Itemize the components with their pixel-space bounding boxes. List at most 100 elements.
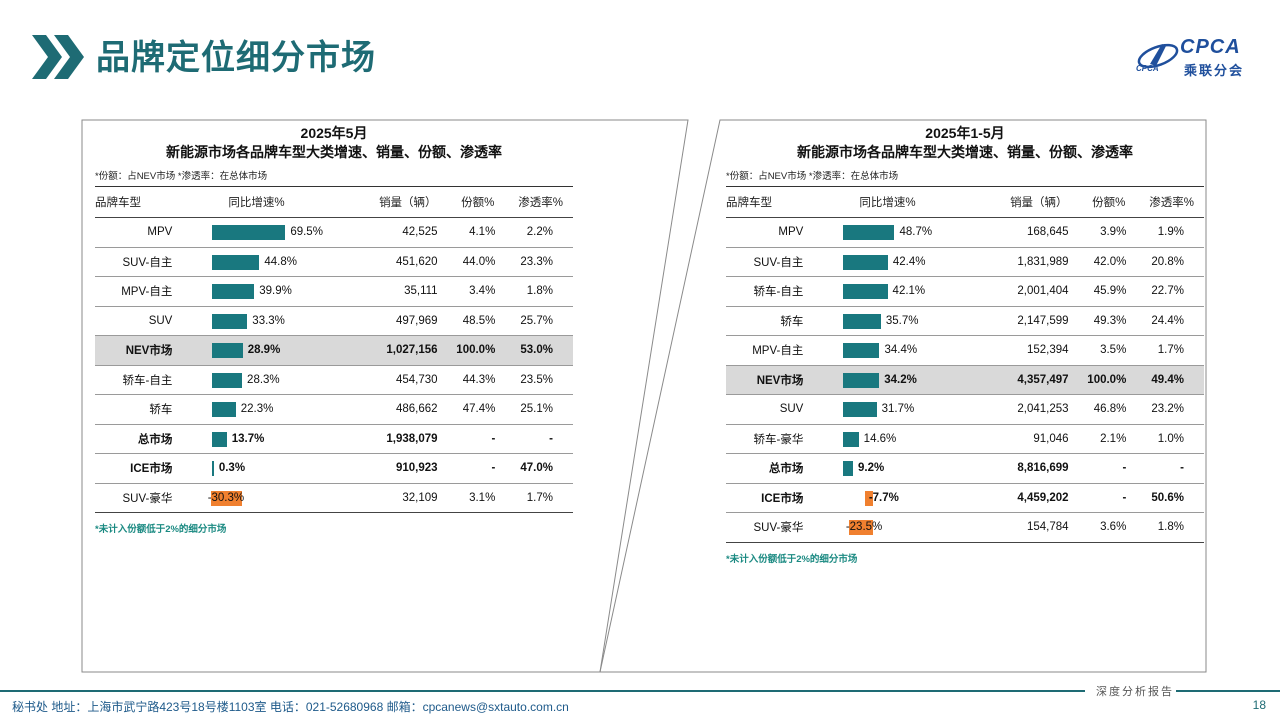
share-value: - bbox=[437, 453, 496, 484]
volume-value: 8,816,699 bbox=[988, 453, 1069, 484]
growth-bar bbox=[843, 313, 881, 329]
segment-name: 轿车 bbox=[95, 394, 189, 425]
growth-label: 35.7% bbox=[885, 314, 919, 327]
volume-value: 168,645 bbox=[988, 217, 1069, 248]
table-row: SUV 33.3% 497,969 48.5% 25.7% bbox=[95, 306, 573, 336]
growth-label: -23.5% bbox=[845, 521, 883, 534]
growth-label: 33.3% bbox=[252, 314, 285, 327]
volume-value: 4,357,497 bbox=[988, 365, 1069, 395]
share-value: 44.3% bbox=[437, 365, 496, 395]
growth-bar bbox=[843, 431, 859, 447]
volume-value: 497,969 bbox=[357, 306, 438, 336]
footnote: *未计入份额低于2%的细分市场 bbox=[95, 524, 227, 535]
penetration-value: - bbox=[495, 424, 573, 454]
growth-bar bbox=[212, 225, 286, 241]
growth-label: -30.3% bbox=[207, 491, 245, 504]
table-header-row: 品牌车型 同比增速% 销量（辆） 份额% 渗透率% bbox=[95, 186, 573, 218]
growth-bar bbox=[843, 225, 895, 241]
share-value: 3.1% bbox=[437, 483, 496, 513]
share-value: 3.4% bbox=[437, 276, 496, 307]
page-title: 品牌定位细分市场 bbox=[96, 39, 376, 77]
share-value: 45.9% bbox=[1068, 276, 1127, 307]
growth-bar bbox=[212, 461, 214, 477]
panel-title-period: 2025年1-5月 bbox=[925, 125, 1005, 141]
header-volume: 销量（辆） bbox=[357, 186, 438, 218]
table-body: MPV 48.7% 168,645 3.9% 1.9% SUV-自主 42.4% 1,831,… bbox=[726, 217, 1204, 543]
growth-label: -7.7% bbox=[868, 491, 899, 504]
footer-report-tag: 深度分析报告 bbox=[1096, 685, 1174, 698]
volume-value: 91,046 bbox=[988, 424, 1069, 454]
table-row: NEV市场 28.9% 1,027,156 100.0% 53.0% bbox=[95, 335, 573, 366]
logo-subtitle: 乘联分会 bbox=[1184, 63, 1245, 78]
table-row: SUV-豪华 -23.5% 154,784 3.6% 1.8% bbox=[726, 512, 1204, 543]
penetration-value: - bbox=[1126, 453, 1204, 484]
penetration-value: 23.3% bbox=[495, 247, 573, 277]
share-value: 47.4% bbox=[437, 394, 496, 425]
penetration-value: 1.8% bbox=[1126, 512, 1204, 543]
growth-cell: 31.7% bbox=[819, 394, 989, 425]
segment-name: SUV-自主 bbox=[95, 247, 189, 277]
cpca-logo: CPCA CPCA 乘联分会 bbox=[1136, 36, 1246, 80]
panel-note: *份额：占NEV市场 *渗透率：在总体市场 bbox=[95, 171, 268, 182]
volume-value: 1,027,156 bbox=[357, 335, 438, 366]
table-row: 轿车-自主 28.3% 454,730 44.3% 23.5% bbox=[95, 365, 573, 395]
growth-label: 34.4% bbox=[884, 344, 918, 357]
growth-cell: -23.5% bbox=[819, 512, 989, 543]
penetration-value: 25.1% bbox=[495, 394, 573, 425]
share-value: - bbox=[1068, 453, 1127, 484]
volume-value: 1,831,989 bbox=[988, 247, 1069, 277]
growth-bar bbox=[843, 284, 888, 300]
header-volume: 销量（辆） bbox=[988, 186, 1069, 218]
growth-cell: 42.4% bbox=[819, 247, 989, 277]
table-row: NEV市场 34.2% 4,357,497 100.0% 49.4% bbox=[726, 365, 1204, 395]
logo-text: CPCA bbox=[1180, 36, 1241, 58]
share-value: 100.0% bbox=[1068, 365, 1127, 395]
header-share: 份额% bbox=[437, 186, 496, 218]
share-value: 3.6% bbox=[1068, 512, 1127, 543]
volume-value: 42,525 bbox=[357, 217, 438, 248]
panel-title-period: 2025年5月 bbox=[300, 125, 368, 141]
segment-name: MPV-自主 bbox=[726, 335, 820, 366]
growth-cell: 34.4% bbox=[819, 335, 989, 366]
segment-name: MPV bbox=[95, 217, 189, 248]
segment-name: NEV市场 bbox=[95, 335, 189, 366]
growth-cell: 48.7% bbox=[819, 217, 989, 248]
growth-cell: 0.3% bbox=[188, 453, 358, 484]
share-value: 46.8% bbox=[1068, 394, 1127, 425]
growth-label: 48.7% bbox=[899, 226, 933, 239]
growth-bar bbox=[848, 520, 874, 536]
volume-value: 451,620 bbox=[357, 247, 438, 277]
table-row: MPV 48.7% 168,645 3.9% 1.9% bbox=[726, 217, 1204, 248]
title-chevron-icon bbox=[32, 35, 84, 79]
segment-name: 总市场 bbox=[726, 453, 820, 484]
table-body: MPV 69.5% 42,525 4.1% 2.2% SUV-自主 44.8% 451,620… bbox=[95, 217, 573, 513]
volume-value: 1,938,079 bbox=[357, 424, 438, 454]
table-row: MPV-自主 39.9% 35,111 3.4% 1.8% bbox=[95, 276, 573, 307]
growth-cell: 39.9% bbox=[188, 276, 358, 307]
penetration-value: 47.0% bbox=[495, 453, 573, 484]
penetration-value: 1.7% bbox=[1126, 335, 1204, 366]
growth-label: 69.5% bbox=[290, 226, 323, 239]
share-value: 4.1% bbox=[437, 217, 496, 248]
segment-name: SUV-豪华 bbox=[95, 483, 189, 513]
volume-value: 35,111 bbox=[357, 276, 438, 307]
table-row: 总市场 9.2% 8,816,699- - bbox=[726, 453, 1204, 484]
segment-name: SUV bbox=[95, 306, 189, 336]
segment-name: SUV-豪华 bbox=[726, 512, 820, 543]
segment-table-jan-may: 品牌车型 同比增速% 销量（辆） 份额% 渗透率% MPV 48.7% 168,64… bbox=[726, 186, 1204, 543]
segment-name: MPV-自主 bbox=[95, 276, 189, 307]
table-row: 总市场 13.7% 1,938,079- - bbox=[95, 424, 573, 454]
footer-divider-right bbox=[1176, 690, 1280, 692]
segment-name: ICE市场 bbox=[726, 483, 820, 513]
volume-value: 2,147,599 bbox=[988, 306, 1069, 336]
penetration-value: 22.7% bbox=[1126, 276, 1204, 307]
growth-cell: 44.8% bbox=[188, 247, 358, 277]
share-value: 2.1% bbox=[1068, 424, 1127, 454]
growth-label: 22.3% bbox=[240, 403, 274, 416]
header-share: 份额% bbox=[1068, 186, 1127, 218]
footer-contact-info: 秘书处 地址：上海市武宁路423号18号楼1103室 电话：021-526809… bbox=[12, 700, 569, 714]
table-row: SUV-豪华 -30.3% 32,109 3.1% 1.7% bbox=[95, 483, 573, 513]
growth-bar bbox=[865, 490, 874, 506]
growth-cell: -30.3% bbox=[188, 483, 358, 513]
growth-label: 42.4% bbox=[892, 255, 926, 268]
